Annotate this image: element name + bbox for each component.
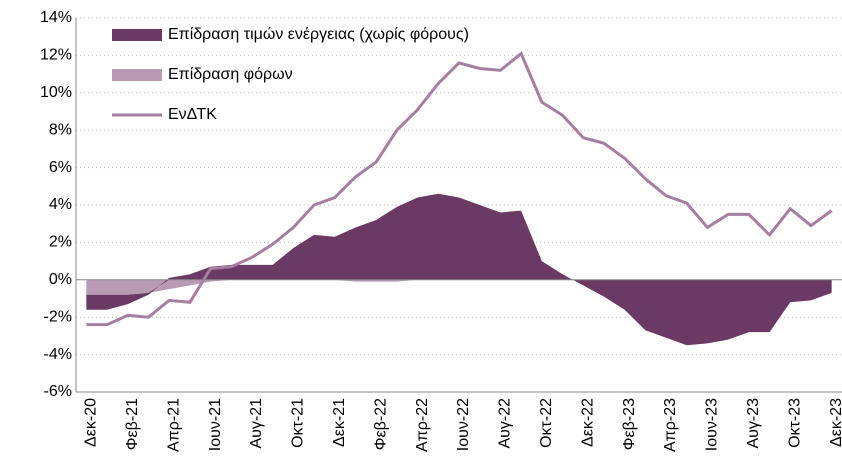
y-tick-label: 2%: [49, 234, 72, 251]
y-tick-label: 4%: [49, 196, 72, 213]
x-tick-label: Οκτ-22: [538, 398, 555, 448]
x-tick-label: Απρ-22: [414, 398, 431, 452]
y-tick-label: 12%: [40, 47, 72, 64]
x-tick-label: Ιουν-23: [704, 398, 721, 451]
area: [86, 193, 832, 346]
x-tick-label: Ιουν-22: [455, 398, 472, 451]
legend-swatch: [112, 29, 162, 41]
y-tick-label: -4%: [44, 346, 72, 363]
area: [86, 279, 832, 295]
legend-label: Επίδραση τιμών ενέργειας (χωρίς φόρους): [168, 26, 469, 43]
legend-swatch: [112, 69, 162, 81]
legend-label: ΕνΔΤΚ: [168, 106, 217, 123]
x-tick-label: Φεβ-23: [621, 398, 638, 450]
y-tick-label: -2%: [44, 308, 72, 325]
x-tick-label: Φεβ-21: [124, 398, 141, 450]
legend-label: Επίδραση φόρων: [168, 66, 293, 83]
x-tick-label: Οκτ-21: [290, 398, 307, 448]
x-tick-label: Δεκ-23: [828, 398, 842, 447]
x-tick-label: Απρ-23: [662, 398, 679, 452]
x-tick-label: Αυγ-22: [497, 398, 514, 449]
y-tick-label: 0%: [49, 271, 72, 288]
x-tick-label: Οκτ-23: [786, 398, 803, 448]
y-tick-label: 6%: [49, 159, 72, 176]
y-tick-label: -6%: [44, 383, 72, 400]
x-tick-label: Αυγ-23: [745, 398, 762, 449]
x-tick-label: Φεβ-22: [372, 398, 389, 450]
x-tick-label: Δεκ-20: [83, 398, 100, 447]
x-tick-label: Απρ-21: [165, 398, 182, 452]
x-tick-label: Δεκ-21: [331, 398, 348, 447]
x-tick-label: Δεκ-22: [579, 398, 596, 447]
y-tick-label: 8%: [49, 121, 72, 138]
x-tick-label: Αυγ-21: [248, 398, 265, 449]
x-tick-label: Ιουν-21: [207, 398, 224, 451]
line: [86, 51, 833, 327]
y-tick-label: 14%: [40, 9, 72, 26]
y-tick-label: 10%: [40, 84, 72, 101]
